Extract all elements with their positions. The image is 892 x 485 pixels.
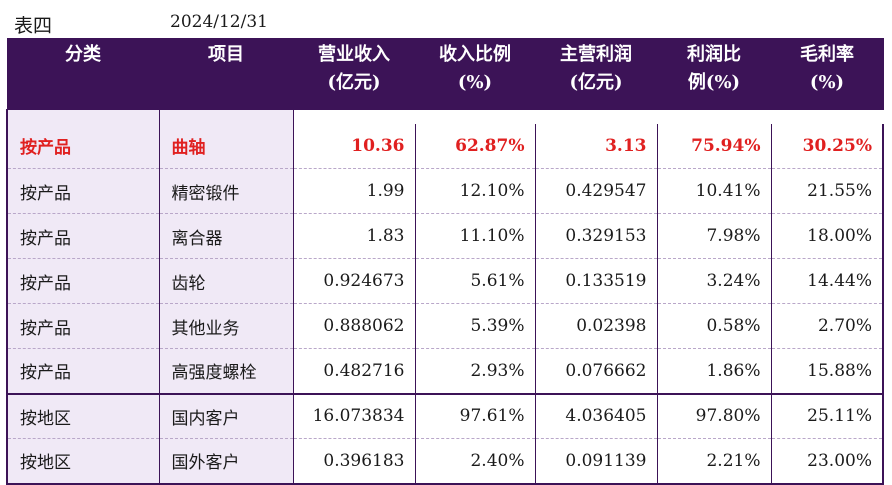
revenue-breakdown-table: 分类 项目 营业收入 (亿元) 收入比例 (%) 主营利润 (亿元) 利润比 例(%) … [6,38,884,485]
cell-category: 按产品 [6,213,159,259]
cell-revenue: 16.073834 [292,392,415,439]
cell-gross-margin: 18.00% [770,213,884,259]
header-revenue-share: 收入比例 (%) [414,38,536,110]
table-label: 表四 [14,15,53,37]
cell-gross-margin: 2.70% [770,303,884,349]
header-profit: 主营利润 (亿元) [534,38,658,110]
cell-category: 按地区 [6,438,159,485]
header-profit-share: 利润比 例(%) [656,38,772,110]
header-item: 项目 [158,38,294,110]
cell-profit-share: 10.41% [656,168,771,214]
cell-category: 按地区 [6,392,159,439]
cell-revenue: 0.482716 [292,348,415,394]
table-row: 按产品 高强度螺栓 0.482716 2.93% 0.076662 1.86% 15.88% [6,348,884,394]
cell-revenue-share: 5.61% [414,258,535,304]
cell-profit: 0.133519 [534,258,657,304]
header-row: 分类 项目 营业收入 (亿元) 收入比例 (%) 主营利润 (亿元) 利润比 例(%) … [6,38,884,110]
table-row: 按产品 离合器 1.83 11.10% 0.329153 7.98% 18.00% [6,213,884,259]
table-caption: 表四 2024/12/31 [0,0,892,38]
cell-category: 按产品 [6,168,159,214]
cell-revenue-share: 2.40% [414,438,535,485]
cell-gross-margin: 23.00% [770,438,884,485]
cell-profit-share: 0.58% [656,303,771,349]
cell-revenue-share: 97.61% [414,392,535,439]
cell-profit: 0.02398 [534,303,657,349]
cell-item: 曲轴 [158,123,294,169]
cell-profit-share: 7.98% [656,213,771,259]
cell-item: 国内客户 [158,392,294,439]
cell-revenue: 0.888062 [292,303,415,349]
cell-gross-margin: 14.44% [770,258,884,304]
header-category: 分类 [6,38,160,110]
header-gross-margin: 毛利率 (%) [770,38,884,110]
cell-category: 按产品 [6,123,159,169]
table-row: 按产品 曲轴 10.36 62.87% 3.13 75.94% 30.25% [6,123,884,169]
cell-profit-share: 2.21% [656,438,771,485]
cell-item: 离合器 [158,213,294,259]
cell-gross-margin: 25.11% [770,392,884,439]
cell-category: 按产品 [6,258,159,304]
cell-profit: 0.329153 [534,213,657,259]
cell-item: 精密锻件 [158,168,294,214]
cell-revenue: 1.83 [292,213,415,259]
cell-profit: 4.036405 [534,392,657,439]
cell-revenue: 1.99 [292,168,415,214]
table-row: 按产品 齿轮 0.924673 5.61% 0.133519 3.24% 14.44% [6,258,884,304]
table-date: 2024/12/31 [170,12,268,32]
cell-profit: 0.076662 [534,348,657,394]
cell-revenue: 10.36 [292,123,415,169]
table-row: 按产品 其他业务 0.888062 5.39% 0.02398 0.58% 2.70% [6,303,884,349]
cell-gross-margin: 15.88% [770,348,884,394]
cell-profit-share: 97.80% [656,392,771,439]
cell-profit: 3.13 [534,123,657,169]
cell-item: 高强度螺栓 [158,348,294,394]
table-row: 按产品 精密锻件 1.99 12.10% 0.429547 10.41% 21.55% [6,168,884,214]
cell-revenue-share: 12.10% [414,168,535,214]
cell-profit-share: 1.86% [656,348,771,394]
cell-category: 按产品 [6,303,159,349]
cell-revenue-share: 62.87% [414,123,535,169]
cell-item: 国外客户 [158,438,294,485]
spacer-row [6,109,883,124]
cell-profit-share: 75.94% [656,123,771,169]
cell-profit-share: 3.24% [656,258,771,304]
table-row: 按地区 国内客户 16.073834 97.61% 4.036405 97.80% 25.1… [6,392,884,439]
cell-item: 齿轮 [158,258,294,304]
cell-profit: 0.091139 [534,438,657,485]
table-row: 按地区 国外客户 0.396183 2.40% 0.091139 2.21% 23.00% [6,438,884,485]
cell-category: 按产品 [6,348,159,394]
cell-gross-margin: 21.55% [770,168,884,214]
cell-revenue: 0.396183 [292,438,415,485]
cell-revenue: 0.924673 [292,258,415,304]
cell-revenue-share: 11.10% [414,213,535,259]
header-revenue: 营业收入 (亿元) [292,38,416,110]
cell-profit: 0.429547 [534,168,657,214]
cell-revenue-share: 5.39% [414,303,535,349]
cell-item: 其他业务 [158,303,294,349]
cell-gross-margin: 30.25% [770,123,884,169]
cell-revenue-share: 2.93% [414,348,535,394]
